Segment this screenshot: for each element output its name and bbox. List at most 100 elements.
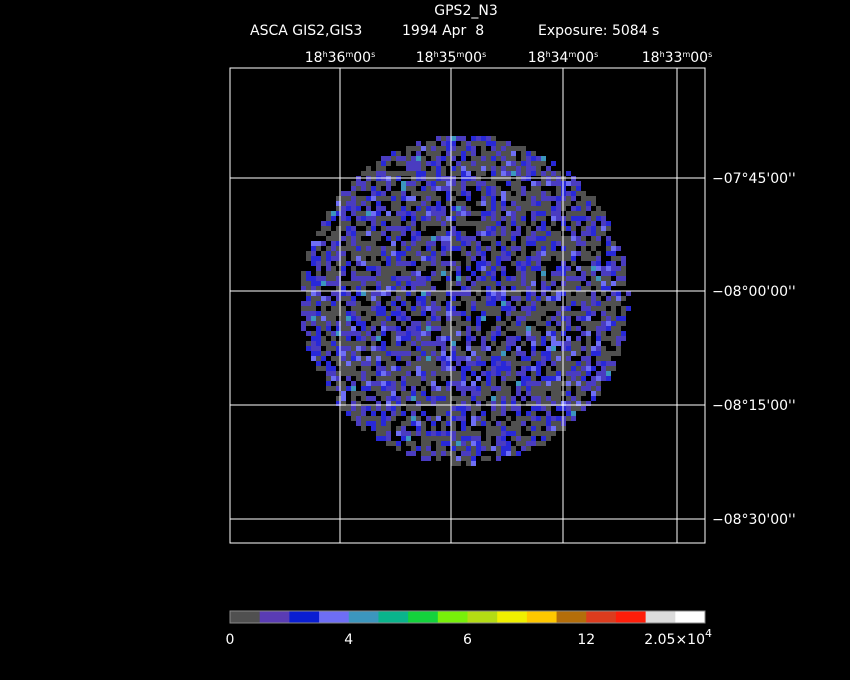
pixel (531, 381, 536, 386)
pixel (436, 351, 441, 356)
pixel (471, 271, 476, 276)
pixel (511, 361, 516, 366)
pixel (326, 351, 331, 356)
pixel (401, 446, 406, 451)
pixel (496, 181, 501, 186)
pixel (556, 171, 561, 176)
pixel (331, 251, 336, 256)
pixel (446, 431, 451, 436)
pixel (421, 201, 426, 206)
pixel (426, 171, 431, 176)
colorbar-swatch (497, 611, 528, 623)
pixel (416, 401, 421, 406)
pixel (351, 291, 356, 296)
pixel (501, 236, 506, 241)
pixel (541, 286, 546, 291)
pixel (416, 371, 421, 376)
pixel (536, 411, 541, 416)
pixel (391, 246, 396, 251)
pixel (341, 301, 346, 306)
pixel (566, 181, 571, 186)
pixel (311, 296, 316, 301)
pixel (361, 191, 366, 196)
pixel (386, 381, 391, 386)
pixel (311, 341, 316, 346)
pixel (586, 401, 591, 406)
pixel (541, 381, 546, 386)
pixel (496, 431, 501, 436)
pixel (426, 376, 431, 381)
pixel (566, 416, 571, 421)
ra-label-part: 18 (642, 50, 660, 66)
pixel (476, 136, 481, 141)
pixel (321, 376, 326, 381)
pixel (456, 356, 461, 361)
pixel (446, 161, 451, 166)
pixel (406, 311, 411, 316)
pixel (611, 241, 616, 246)
pixel (476, 311, 481, 316)
pixel (571, 181, 576, 186)
pixel (576, 346, 581, 351)
pixel (441, 371, 446, 376)
pixel (471, 211, 476, 216)
pixel (606, 356, 611, 361)
pixel (566, 406, 571, 411)
pixel (456, 416, 461, 421)
pixel (536, 366, 541, 371)
pixel (376, 436, 381, 441)
pixel (466, 206, 471, 211)
pixel (466, 316, 471, 321)
pixel (401, 381, 406, 386)
pixel (386, 201, 391, 206)
pixel (411, 166, 416, 171)
pixel (366, 376, 371, 381)
pixel (491, 441, 496, 446)
pixel (611, 311, 616, 316)
pixel (401, 251, 406, 256)
pixel (436, 311, 441, 316)
pixel (446, 171, 451, 176)
pixel (516, 371, 521, 376)
pixel (351, 346, 356, 351)
pixel (556, 346, 561, 351)
pixel (511, 291, 516, 296)
pixel (416, 236, 421, 241)
pixel (546, 371, 551, 376)
pixel (411, 401, 416, 406)
pixel (466, 456, 471, 461)
pixel (386, 321, 391, 326)
pixel (506, 291, 511, 296)
pixel (336, 196, 341, 201)
pixel (481, 386, 486, 391)
pixel (411, 231, 416, 236)
pixel (481, 341, 486, 346)
pixel (476, 166, 481, 171)
pixel (371, 396, 376, 401)
pixel (321, 356, 326, 361)
pixel (546, 161, 551, 166)
pixel (481, 311, 486, 316)
pixel (566, 211, 571, 216)
pixel (336, 331, 341, 336)
pixel (431, 156, 436, 161)
pixel (461, 166, 466, 171)
pixel (371, 226, 376, 231)
pixel (571, 356, 576, 361)
pixel (331, 386, 336, 391)
pixel (491, 136, 496, 141)
pixel (476, 196, 481, 201)
pixel (346, 261, 351, 266)
pixel (466, 361, 471, 366)
pixel (391, 161, 396, 166)
pixel (416, 326, 421, 331)
pixel (426, 391, 431, 396)
pixel (466, 216, 471, 221)
pixel (481, 241, 486, 246)
pixel (461, 441, 466, 446)
pixel (496, 406, 501, 411)
pixel (501, 436, 506, 441)
pixel (366, 246, 371, 251)
pixel (501, 321, 506, 326)
pixel (431, 286, 436, 291)
